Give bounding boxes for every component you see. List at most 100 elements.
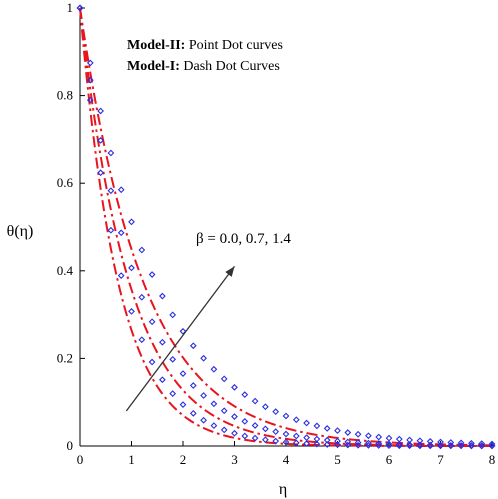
legend-entry-model-ii: Model-II: Point Dot curves (127, 38, 283, 53)
series-point (344, 441, 352, 449)
series-point (272, 428, 280, 436)
series-point (385, 440, 393, 448)
legend-text-model-ii: Point Dot curves (185, 38, 283, 53)
series-point (323, 441, 331, 448)
x-tick-label: 2 (180, 452, 187, 467)
legend-bold-model-ii: Model-II: (127, 38, 185, 53)
series-point (169, 390, 177, 398)
beta-annotation: β = 0.0, 0.7, 1.4 (196, 231, 291, 247)
series-point (406, 441, 413, 448)
series-point (272, 408, 280, 416)
series-point (488, 440, 496, 448)
series-point (406, 436, 413, 444)
series-point (395, 435, 403, 443)
series-point (241, 418, 249, 425)
series-point (189, 342, 197, 350)
y-tick-label: 0 (67, 438, 74, 453)
x-tick-label: 4 (283, 452, 290, 467)
series-point (117, 272, 125, 279)
x-tick-label: 0 (77, 452, 84, 467)
series-point (303, 419, 310, 427)
series-point (282, 438, 290, 446)
series-point (395, 440, 403, 448)
series-point (282, 430, 290, 438)
series-point (334, 441, 341, 449)
series-point (200, 392, 207, 399)
series-point (262, 436, 269, 444)
series-point (117, 186, 125, 194)
series-point (323, 436, 331, 444)
series-point (128, 218, 135, 226)
series-point (210, 400, 218, 408)
series-point (251, 397, 259, 405)
series-point (148, 318, 156, 326)
series-point (478, 440, 486, 448)
series-point (117, 229, 125, 237)
series-point (159, 376, 166, 384)
series-point (251, 434, 259, 442)
series-point (107, 226, 115, 234)
series-point (272, 437, 280, 445)
legend-text-model-i: Dash Dot Curves (180, 59, 280, 74)
series-point (365, 439, 372, 447)
y-tick-label: 1 (67, 0, 74, 15)
series-point (179, 401, 187, 409)
series-point (189, 382, 197, 389)
axes: 0 1 2 3 4 5 6 7 8 0 0.2 0.4 0.6 0.8 1 (57, 0, 496, 467)
series-point (334, 427, 341, 435)
series-point (97, 169, 104, 177)
series-point (437, 438, 444, 446)
y-axis-title: θ(η) (7, 223, 34, 240)
series-point (416, 437, 424, 445)
series-point (220, 375, 228, 383)
legend: Model-II: Point Dot curves Model-I: Dash… (127, 38, 283, 74)
series-point (334, 437, 341, 445)
series-point (241, 391, 249, 399)
series-point (323, 425, 331, 432)
series-point (231, 383, 238, 391)
x-tick-label: 3 (231, 452, 238, 467)
legend-bold-model-i: Model-I: (127, 59, 180, 74)
series-point (354, 430, 362, 438)
series-point (354, 439, 362, 446)
series-point (262, 403, 269, 411)
series-point (375, 440, 383, 448)
series-point (375, 433, 383, 441)
series-point (148, 358, 156, 366)
x-tick-label: 1 (128, 452, 135, 467)
series-point (169, 355, 177, 363)
series-point (426, 438, 434, 445)
series-point (313, 435, 321, 443)
series-point (210, 422, 218, 430)
series-point (282, 412, 290, 420)
series-point (220, 407, 228, 415)
x-tick-label: 6 (386, 452, 393, 467)
series-point (210, 365, 218, 373)
series-model-i-beta-1-4 (79, 7, 493, 447)
series-point (262, 425, 269, 433)
series-point (468, 439, 475, 447)
series-point (189, 409, 197, 417)
series-point (457, 442, 465, 449)
beta-arrow (125, 266, 236, 412)
series-point (169, 311, 177, 319)
series-point (354, 441, 362, 449)
series-point (231, 413, 238, 420)
series-point (128, 308, 135, 315)
series-point (385, 434, 393, 442)
series-point (303, 440, 310, 447)
series-point (159, 338, 166, 346)
series-point (303, 434, 310, 442)
series-point (416, 441, 424, 449)
series-point (107, 187, 115, 195)
series-point (138, 293, 146, 301)
series-point (447, 439, 455, 446)
series-point (200, 416, 207, 424)
series-point (251, 422, 259, 429)
series-point (426, 442, 434, 450)
series-point (292, 432, 300, 440)
series-point (179, 327, 187, 335)
series-point (292, 439, 300, 447)
series-point (97, 107, 104, 115)
series-point (107, 149, 115, 157)
